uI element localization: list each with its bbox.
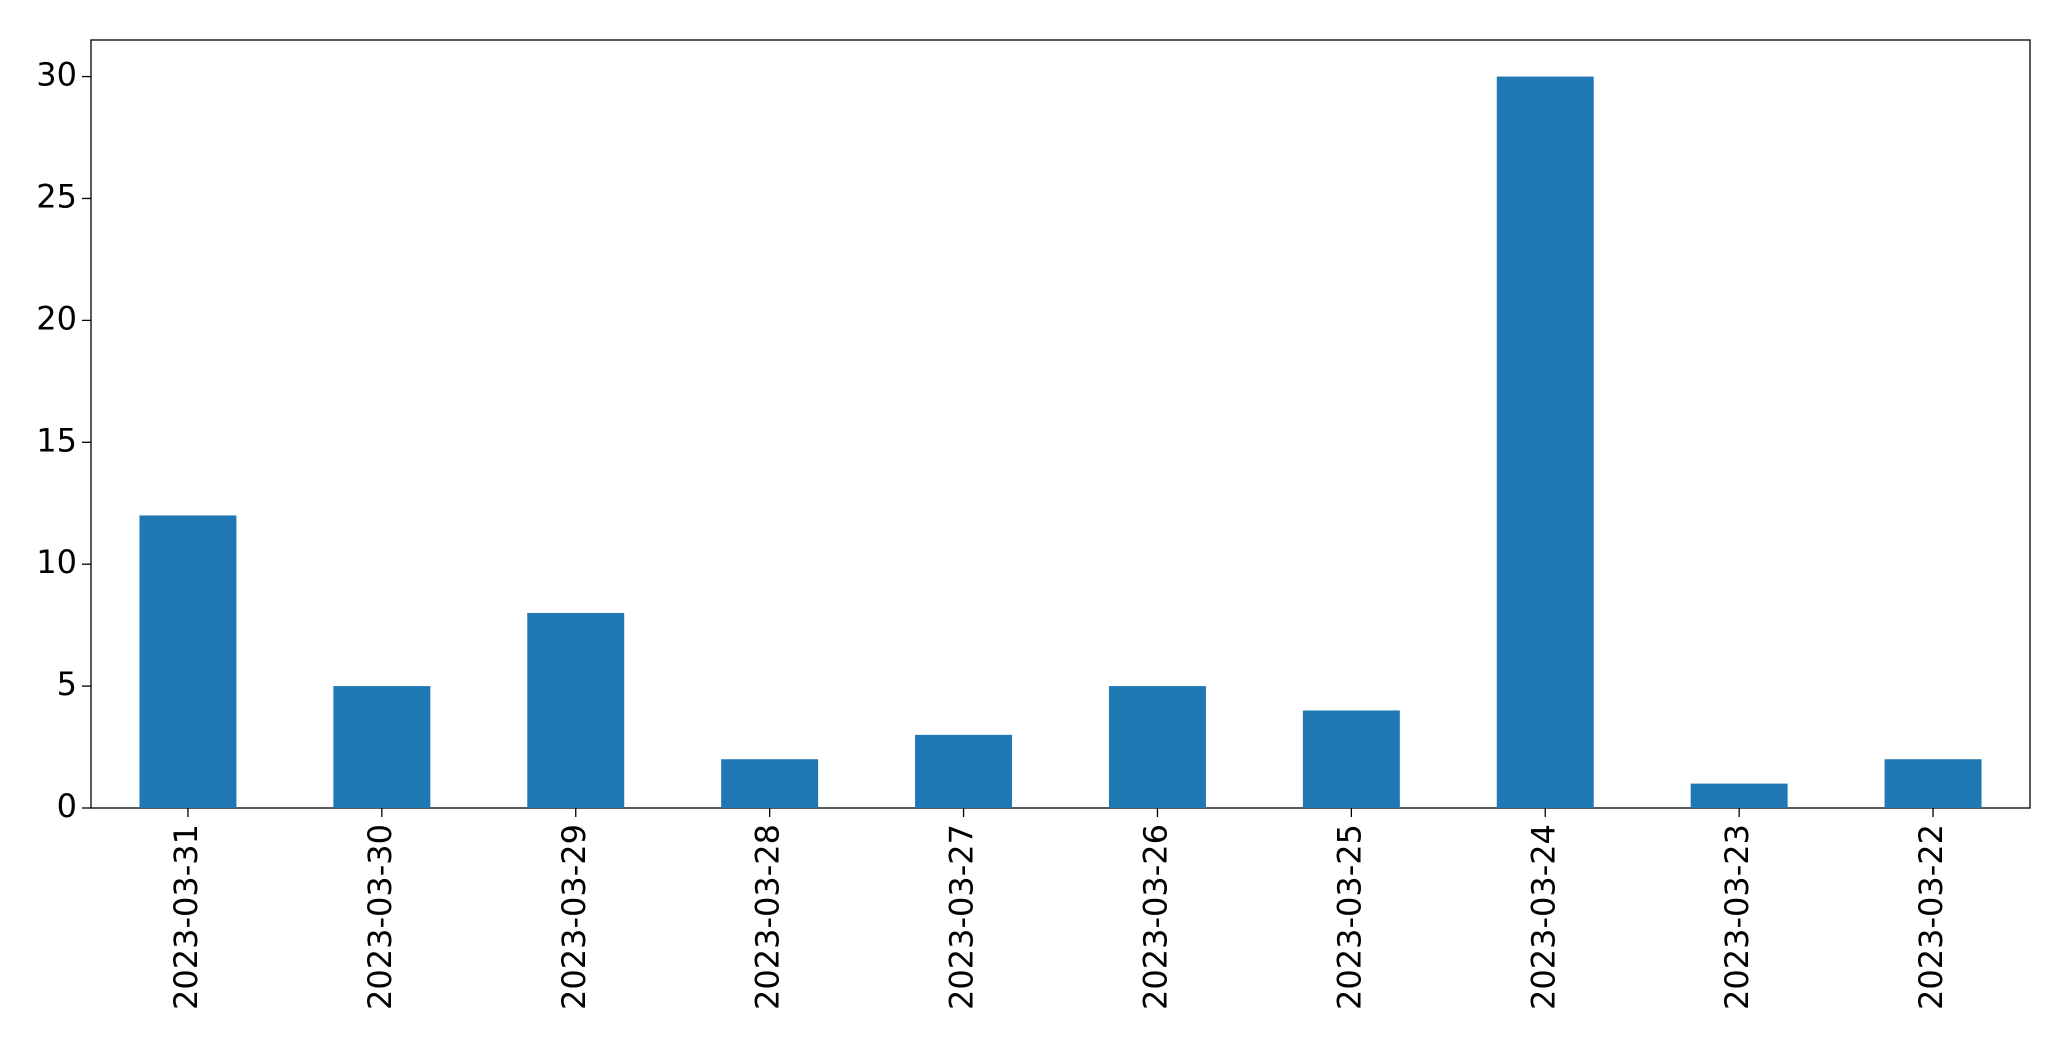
y-tick-label: 20 [36,299,77,337]
axes-frame [90,39,2031,809]
bar [527,612,625,808]
x-tick-label: 2023-03-26 [1136,824,1174,1010]
y-tick-label: 30 [36,56,77,94]
y-tick-label: 10 [36,543,77,581]
bar [333,686,431,808]
bar [721,759,819,808]
bar [1108,686,1206,808]
bar [1690,783,1788,808]
x-tick-label: 2023-03-22 [1912,824,1950,1010]
bar [139,515,237,808]
bar [1884,759,1982,808]
x-tick-label: 2023-03-25 [1330,824,1368,1010]
x-tick-label: 2023-03-30 [361,824,399,1010]
y-tick-label: 15 [36,421,77,459]
bar [1302,710,1400,808]
x-tick-label: 2023-03-28 [749,824,787,1010]
bar [915,734,1013,808]
y-tick-label: 5 [57,665,77,703]
bar [1496,76,1594,809]
y-tick-label: 0 [57,787,77,825]
y-tick-label: 25 [36,177,77,215]
x-tick-label: 2023-03-29 [555,824,593,1010]
x-tick-label: 2023-03-23 [1718,824,1756,1010]
x-tick-label: 2023-03-27 [943,824,981,1010]
x-tick-label: 2023-03-24 [1524,824,1562,1010]
x-tick-label: 2023-03-31 [167,824,205,1010]
